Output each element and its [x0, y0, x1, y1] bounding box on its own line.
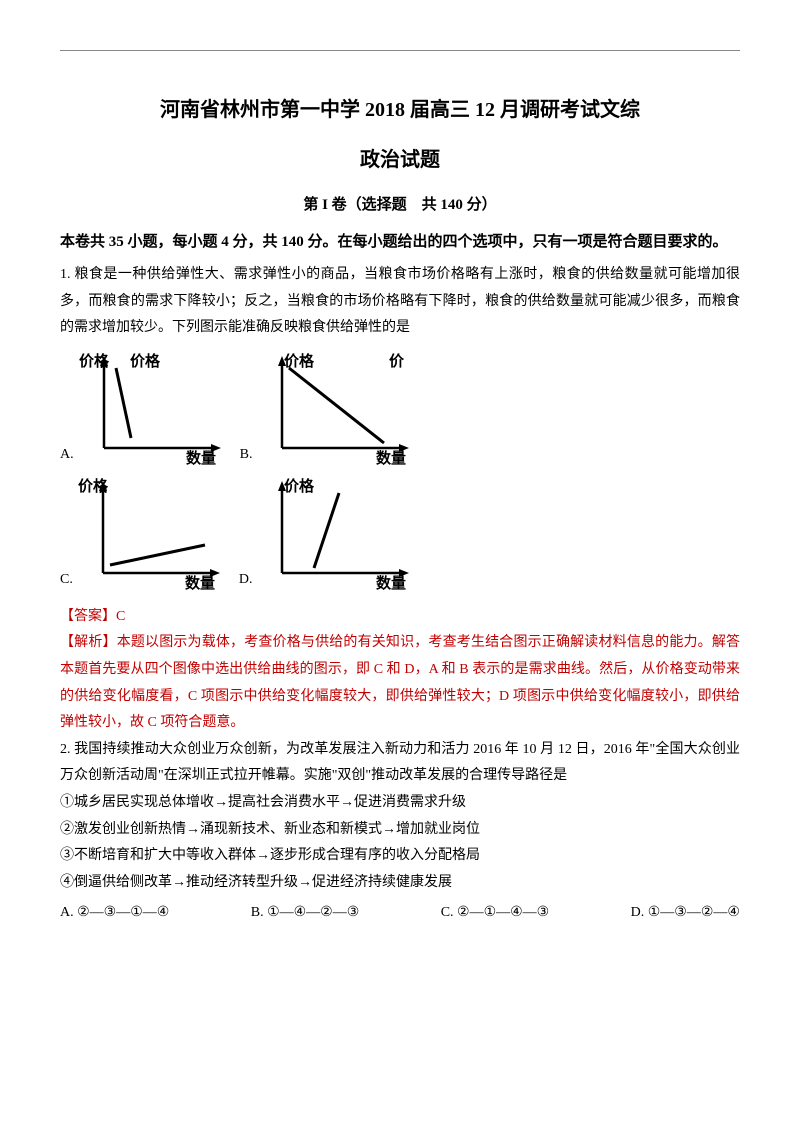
answer-label: 【答案】 [60, 609, 116, 624]
svg-text:价格: 价格 [284, 477, 315, 495]
q2-opt-d: D. ①—③—②—④ [631, 900, 740, 927]
q2-text: 2. 我国持续推动大众创业万众创新，为改革发展注入新动力和活力 2016 年 1… [60, 737, 740, 790]
q1-opt-b-label: B. [240, 442, 255, 473]
svg-text:数量: 数量 [186, 449, 216, 467]
answer-value: C [116, 609, 125, 624]
analysis-text: 本题以图示为载体，考查价格与供给的有关知识，考查考生结合图示正确解读材料信息的能… [60, 635, 740, 730]
q1-opt-d-label: D. [239, 567, 255, 598]
analysis-label: 【解析】 [60, 635, 117, 650]
svg-text:价格: 价格 [284, 352, 315, 370]
svg-text:价: 价 [389, 353, 405, 370]
svg-text:数量: 数量 [185, 574, 215, 592]
q2-options: A. ②—③—①—④ B. ①—④—②—③ C. ②—①—④—③ D. ①—③—… [60, 900, 740, 927]
q1-answer: 【答案】C [60, 604, 740, 631]
q2-item2: ②激发创业创新热情→涌现新技术、新业态和新模式→增加就业岗位 [60, 817, 740, 844]
q2-opt-b: B. ①—④—②—③ [251, 900, 360, 927]
q2-item1: ①城乡居民实现总体增收→提高社会消费水平→促进消费需求升级 [60, 790, 740, 817]
q1-text: 1. 粮食是一种供给弹性大、需求弹性小的商品，当粮食市场价格略有上涨时，粮食的供… [60, 262, 740, 342]
q2-item3: ③不断培育和扩大中等收入群体→逐步形成合理有序的收入分配格局 [60, 843, 740, 870]
q2-item4: ④倒逼供给侧改革→推动经济转型升级→促进经济持续健康发展 [60, 870, 740, 897]
chart-b: 价格 价 数量 [254, 348, 424, 473]
chart-c: 价格 数量 [75, 473, 235, 598]
chart-d: 价格 数量 [254, 473, 424, 598]
q1-opt-a-label: A. [60, 442, 76, 473]
title-line-2: 政治试题 [60, 141, 740, 179]
svg-text:数量: 数量 [376, 449, 406, 467]
svg-text:数量: 数量 [376, 574, 406, 592]
svg-text:价格: 价格 [130, 352, 161, 370]
q1-analysis: 【解析】本题以图示为载体，考查价格与供给的有关知识，考查考生结合图示正确解读材料… [60, 630, 740, 736]
instruction: 本卷共 35 小题，每小题 4 分，共 140 分。在每小题给出的四个选项中，只… [60, 228, 740, 257]
q1-charts: A. 价格 价格 数量 B. 价格 价 数量 [60, 348, 740, 598]
q2-opt-a: A. ②—③—①—④ [60, 900, 169, 927]
title-line-1: 河南省林州市第一中学 2018 届高三 12 月调研考试文综 [60, 91, 740, 129]
top-rule [60, 50, 740, 51]
section-header: 第 I 卷（选择题 共 140 分） [60, 191, 740, 220]
chart-a: 价格 价格 数量 [76, 348, 236, 473]
q2-opt-c: C. ②—①—④—③ [441, 900, 550, 927]
q1-opt-c-label: C. [60, 567, 75, 598]
